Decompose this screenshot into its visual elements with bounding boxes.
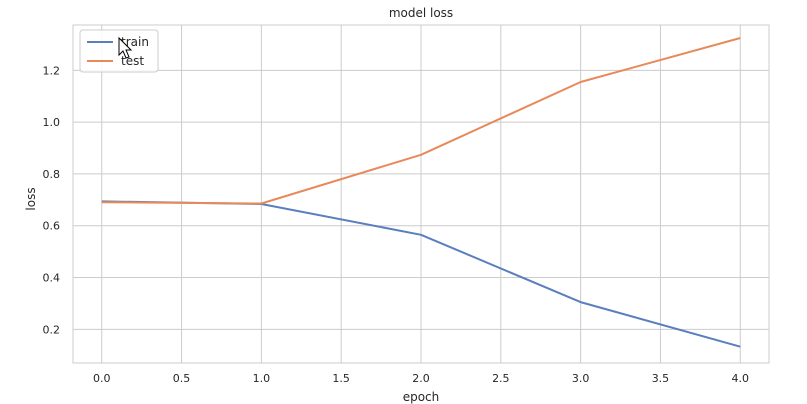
series-lines [101,37,741,348]
y-tick-label: 0.8 [43,168,61,181]
y-tick-label: 0.6 [43,220,61,233]
x-tick-label: 1.0 [253,372,271,385]
legend-label-test: test [121,54,144,68]
series-line-test [101,37,741,205]
tick-labels: 0.0 0.5 1.0 1.5 2.0 2.5 3.0 3.5 4.0 0.2 0.4 0.6 0.8 1… [43,64,750,385]
x-tick-label: 4.0 [732,372,750,385]
y-axis-title: loss [24,187,38,210]
x-tick-label: 3.5 [652,372,670,385]
plot-frame [72,24,770,364]
grid [73,25,769,363]
x-tick-label: 3.0 [572,372,590,385]
x-tick-label: 0.5 [173,372,191,385]
x-tick-label: 2.0 [412,372,430,385]
legend-label-train: train [121,35,149,49]
mouse-pointer-icon [118,36,133,59]
x-tick-label: 1.5 [332,372,350,385]
y-tick-label: 1.0 [43,116,61,129]
y-tick-label: 0.2 [43,323,61,336]
x-axis-title: epoch [403,390,440,404]
chart-title: model loss [389,6,453,20]
x-tick-label: 0.0 [93,372,111,385]
y-tick-label: 1.2 [43,64,61,77]
x-tick-label: 2.5 [492,372,510,385]
y-tick-label: 0.4 [43,272,61,285]
